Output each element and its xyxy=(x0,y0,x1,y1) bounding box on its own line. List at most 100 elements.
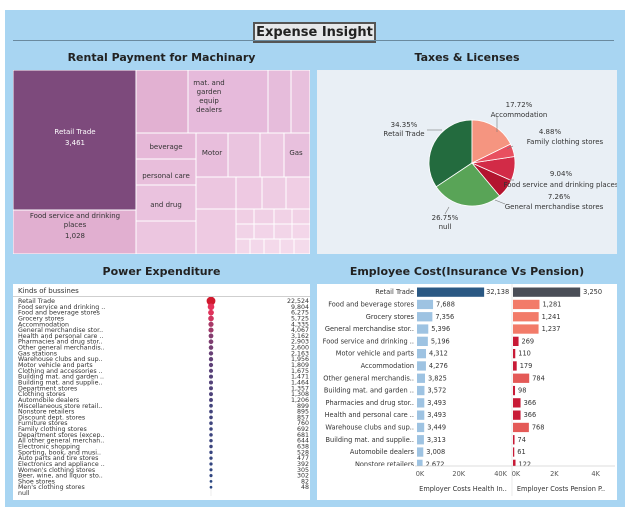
power-row-label: Retail Trade xyxy=(18,298,55,305)
power-dot[interactable] xyxy=(209,450,213,455)
power-dot[interactable] xyxy=(209,462,213,466)
pie-slice-1[interactable] xyxy=(435,162,501,207)
pie-pct-null: 26.75% xyxy=(432,214,459,222)
power-dot[interactable] xyxy=(209,433,213,437)
power-dot[interactable] xyxy=(208,362,214,368)
treemap-label-motor: Motor xyxy=(202,149,222,157)
power-row-value: 3,162 xyxy=(291,333,309,340)
power-dot[interactable] xyxy=(209,392,213,397)
power-dot[interactable] xyxy=(206,296,216,306)
power-row-value: 857 xyxy=(297,414,309,421)
employee-panel: Retail Trade 32,138 3,250 Food and beverage… xyxy=(317,284,617,500)
health-bar[interactable] xyxy=(417,410,425,420)
employee-row-label: General merchandise stor.. xyxy=(325,325,414,333)
pension-bar[interactable] xyxy=(513,398,521,408)
pension-bar[interactable] xyxy=(513,299,540,310)
pension-bar[interactable] xyxy=(513,336,519,346)
power-row-label: Department stores xyxy=(18,385,77,392)
power-dot[interactable] xyxy=(209,398,213,402)
pension-bar[interactable] xyxy=(513,373,530,383)
power-dot[interactable] xyxy=(208,380,214,385)
power-dot[interactable] xyxy=(208,339,214,345)
power-row-label: Health and personal care .. xyxy=(18,333,103,340)
power-row-value: 392 xyxy=(297,461,309,468)
power-row-value: 5,725 xyxy=(291,315,309,322)
health-bar[interactable] xyxy=(417,385,425,396)
power-dot[interactable] xyxy=(209,468,213,472)
employee-row-label: Food service and drinking .. xyxy=(323,337,414,345)
health-bar[interactable] xyxy=(417,435,424,445)
health-bar[interactable] xyxy=(417,336,428,346)
power-dot[interactable] xyxy=(208,351,214,356)
power-row-value: 1,357 xyxy=(291,385,309,392)
health-bar[interactable] xyxy=(417,324,429,334)
pension-tick-label: 0K xyxy=(512,470,521,478)
power-dot[interactable] xyxy=(208,321,214,327)
power-row-value: 1,471 xyxy=(291,374,309,381)
pension-bar[interactable] xyxy=(513,287,581,297)
power-dot[interactable] xyxy=(209,421,213,426)
health-bar[interactable] xyxy=(417,299,434,310)
power-dot[interactable] xyxy=(209,480,213,483)
power-dot[interactable] xyxy=(208,357,214,362)
power-dot[interactable] xyxy=(208,309,214,316)
pension-bar[interactable] xyxy=(513,435,515,445)
health-tick-label: 40K xyxy=(494,470,507,478)
pie-slice-5[interactable] xyxy=(471,119,512,164)
power-dot[interactable] xyxy=(209,444,213,449)
power-dot[interactable] xyxy=(209,403,213,408)
power-row-value: 1,464 xyxy=(291,379,309,386)
pension-bar[interactable] xyxy=(513,312,539,322)
power-row-label: Discount dept. stores xyxy=(18,414,85,421)
treemap-food-service[interactable] xyxy=(13,209,137,254)
power-dot[interactable] xyxy=(208,374,214,379)
health-bar[interactable] xyxy=(417,349,427,359)
pension-bar[interactable] xyxy=(513,361,517,371)
health-bar[interactable] xyxy=(417,312,433,322)
power-row-label: Grocery stores xyxy=(18,315,64,322)
pension-bar[interactable] xyxy=(513,385,516,396)
power-dot[interactable] xyxy=(207,303,215,311)
health-value: 7,356 xyxy=(435,313,454,321)
power-dot[interactable] xyxy=(208,368,214,373)
health-bar[interactable] xyxy=(417,422,425,433)
power-dot[interactable] xyxy=(208,333,214,339)
power-dot[interactable] xyxy=(209,415,213,420)
power-dot[interactable] xyxy=(209,427,213,431)
power-dot[interactable] xyxy=(209,474,213,478)
power-dot[interactable] xyxy=(209,409,213,414)
pension-value: 366 xyxy=(524,399,537,407)
health-bar[interactable] xyxy=(417,287,485,297)
health-bar[interactable] xyxy=(417,447,424,457)
power-row-value: 22,524 xyxy=(287,298,309,305)
power-dot[interactable] xyxy=(208,315,214,322)
pension-bar[interactable] xyxy=(513,447,515,457)
power-row-label: Motor vehicle and parts xyxy=(18,362,93,369)
pension-bar[interactable] xyxy=(513,410,521,420)
power-row-label: Sporting, book, and musi.. xyxy=(18,449,101,456)
pension-bar[interactable] xyxy=(513,324,539,334)
pension-bar[interactable] xyxy=(513,459,516,469)
power-row-label: Department stores (excep.. xyxy=(18,432,105,439)
pension-bar[interactable] xyxy=(513,422,529,433)
power-dot[interactable] xyxy=(209,456,213,460)
power-dot[interactable] xyxy=(208,345,214,350)
power-dot[interactable] xyxy=(209,438,213,443)
power-row-value: 760 xyxy=(297,420,309,427)
health-bar[interactable] xyxy=(417,373,425,383)
power-dot[interactable] xyxy=(208,327,214,333)
health-bar[interactable] xyxy=(417,398,425,408)
power-dot[interactable] xyxy=(209,485,213,489)
health-tick-label: 20K xyxy=(452,470,465,478)
power-row-value: 302 xyxy=(297,473,309,480)
health-bar[interactable] xyxy=(417,459,423,469)
power-dot[interactable] xyxy=(209,386,213,391)
health-axis-title: Employer Costs Health In.. xyxy=(419,485,507,493)
power-row-label: Women's clothing stores xyxy=(18,467,95,474)
pension-bar[interactable] xyxy=(513,349,516,359)
power-row-label: All other general merchan.. xyxy=(18,438,104,445)
health-value: 32,138 xyxy=(486,288,509,296)
health-bar[interactable] xyxy=(417,361,426,371)
treemap-label-food-service: Food service and drinking places xyxy=(30,212,120,229)
power-row-value: 638 xyxy=(297,444,309,451)
